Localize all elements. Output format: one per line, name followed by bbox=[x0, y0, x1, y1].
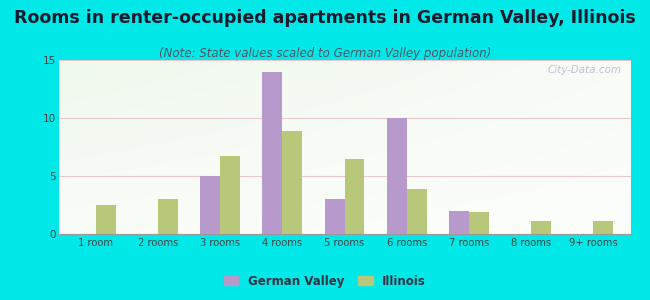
Text: (Note: State values scaled to German Valley population): (Note: State values scaled to German Val… bbox=[159, 46, 491, 59]
Bar bbox=[469, 212, 489, 234]
Bar bbox=[449, 211, 469, 234]
Bar bbox=[324, 199, 345, 234]
Bar bbox=[531, 221, 551, 234]
Bar bbox=[387, 118, 407, 234]
Bar bbox=[220, 156, 240, 234]
Legend: German Valley, Illinois: German Valley, Illinois bbox=[221, 271, 429, 291]
Text: City-Data.com: City-Data.com bbox=[548, 65, 622, 75]
Bar bbox=[96, 205, 116, 234]
Bar bbox=[344, 159, 365, 234]
Bar bbox=[200, 176, 220, 234]
Bar bbox=[158, 199, 178, 234]
Bar bbox=[593, 221, 613, 234]
Bar bbox=[282, 131, 302, 234]
Bar bbox=[263, 72, 282, 234]
Bar bbox=[407, 189, 426, 234]
Text: Rooms in renter-occupied apartments in German Valley, Illinois: Rooms in renter-occupied apartments in G… bbox=[14, 9, 636, 27]
